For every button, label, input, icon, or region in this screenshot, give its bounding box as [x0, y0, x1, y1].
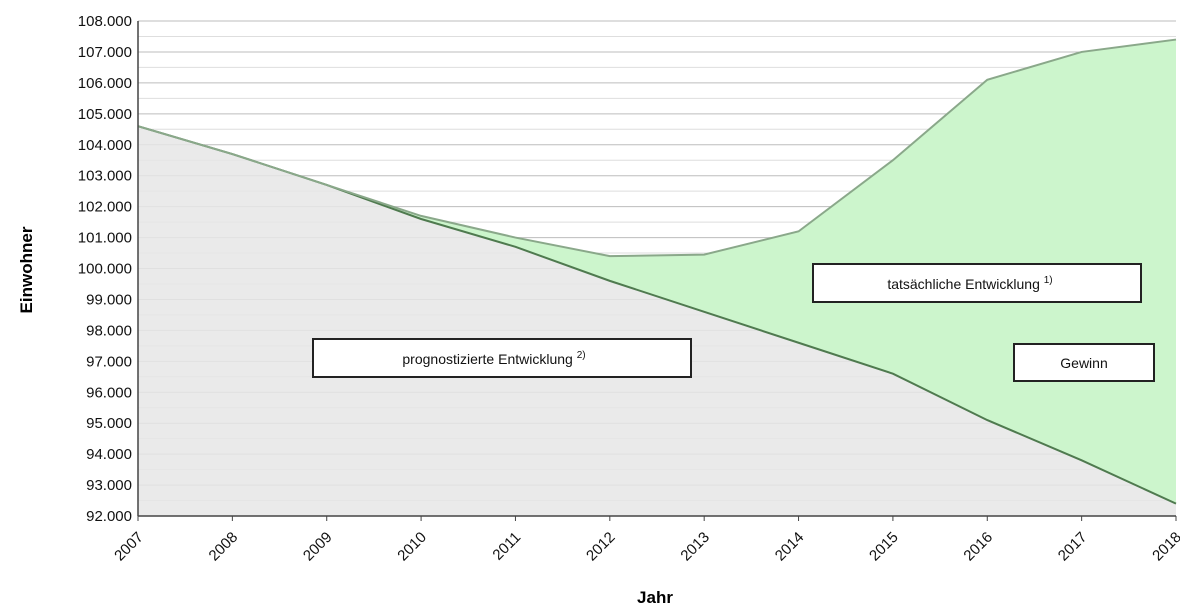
y-tick-labels: 92.000 93.000 94.000 95.000 96.000 97.000 98.0… [78, 13, 132, 525]
forecast-label-text: prognostizierte Entwicklung [402, 351, 572, 367]
x-tick-label: 2016 [960, 529, 996, 565]
y-tick-label: 107.000 [78, 44, 132, 61]
x-axis-title: Jahr [637, 588, 673, 607]
y-tick-label: 96.000 [86, 384, 132, 401]
y-tick-label: 97.000 [86, 353, 132, 370]
y-tick-label: 106.000 [78, 75, 132, 92]
y-tick-label: 98.000 [86, 322, 132, 339]
y-tick-label: 104.000 [78, 137, 132, 154]
x-tick-label: 2012 [583, 529, 619, 565]
x-tick-label: 2015 [866, 529, 902, 565]
gain-area [138, 39, 1176, 504]
y-tick-label: 99.000 [86, 291, 132, 308]
y-tick-label: 95.000 [86, 415, 132, 432]
x-tick-label: 2010 [394, 529, 430, 565]
y-tick-label: 102.000 [78, 199, 132, 216]
forecast-area [138, 126, 1176, 516]
y-tick-label: 103.000 [78, 168, 132, 185]
actual-line [137, 38, 1177, 258]
gain-label-text: Gewinn [1060, 355, 1107, 371]
forecast-footnote: 2) [577, 350, 586, 361]
y-axis-title: Einwohner [17, 226, 36, 313]
actual-footnote: 1) [1044, 275, 1053, 286]
forecast-label-box: prognostizierte Entwicklung 2) [312, 338, 692, 378]
y-tick-label: 108.000 [78, 13, 132, 30]
x-tick-label: 2014 [772, 529, 808, 565]
axes [137, 21, 1176, 517]
x-tick-label: 2008 [206, 529, 242, 565]
x-tick-label: 2007 [111, 529, 147, 565]
actual-label-text: tatsächliche Entwicklung [887, 276, 1040, 292]
x-tick-labels: 2007 2008 2009 2010 2011 2012 2013 2014 2015 2016… [111, 516, 1180, 564]
y-tick-label: 94.000 [86, 446, 132, 463]
actual-label-box: tatsächliche Entwicklung 1) [812, 263, 1142, 303]
y-tick-label: 100.000 [78, 261, 132, 278]
x-tick-label: 2009 [300, 529, 336, 565]
svg-text:prognostizierte Entwicklung: prognostizierte Entwicklung 2) [402, 350, 585, 367]
x-tick-label: 2017 [1055, 529, 1091, 565]
y-tick-label: 93.000 [86, 477, 132, 494]
x-tick-label: 2013 [677, 529, 713, 565]
x-tick-label: 2011 [489, 529, 524, 564]
svg-text:tatsächliche Entwicklung: tatsächliche Entwicklung 1) [887, 275, 1052, 292]
gain-label-box: Gewinn [1013, 343, 1155, 382]
x-tick-label: 2018 [1149, 529, 1180, 565]
y-tick-label: 101.000 [78, 230, 132, 247]
y-tick-label: 92.000 [86, 508, 132, 525]
y-tick-label: 105.000 [78, 106, 132, 123]
